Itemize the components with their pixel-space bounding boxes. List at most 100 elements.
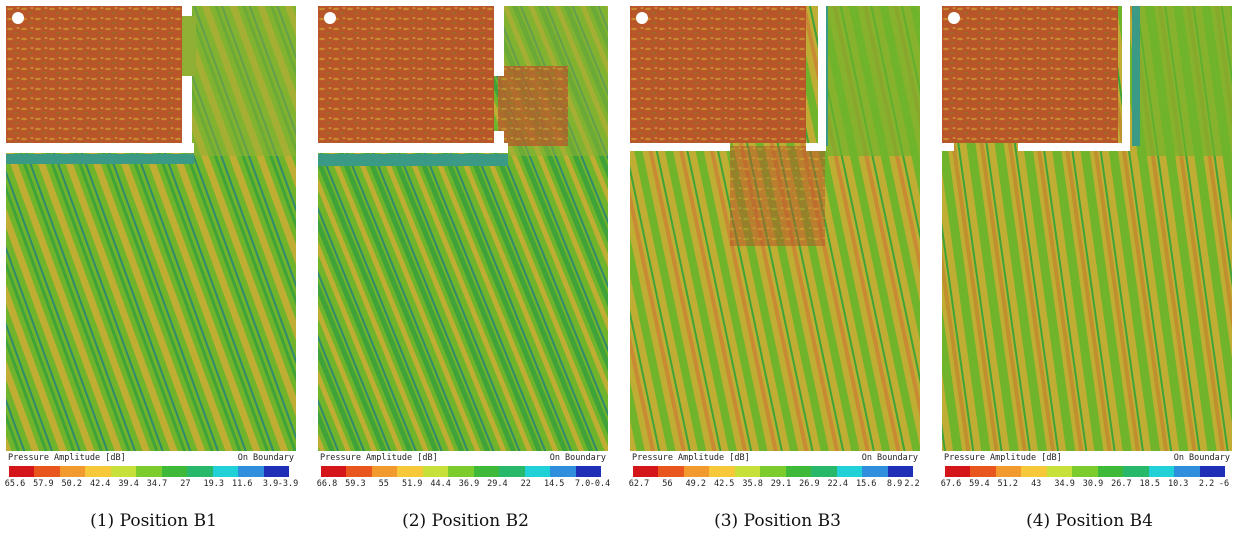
tick-label: 34.7	[146, 479, 168, 489]
scale-swatch	[212, 466, 239, 477]
tick-label: 65.6	[4, 479, 26, 489]
scale-swatch	[550, 466, 576, 477]
tick-label: -6	[1218, 479, 1230, 489]
scale-ticks: 62.7 56 49.2 42.5 35.8 29.1 26.9 22.4 15…	[628, 479, 920, 491]
tick-label: 22	[520, 479, 531, 489]
tick-label: 62.7	[628, 479, 650, 489]
scale-swatch	[887, 466, 913, 477]
color-scale-bar	[9, 466, 289, 477]
scale-swatch	[85, 466, 111, 477]
tick-label: 26.7	[1111, 479, 1132, 489]
legend-b1: Pressure Amplitude [dB] On Boundary 65.6…	[5, 453, 298, 489]
scale-swatch	[970, 466, 996, 477]
tick-label: 57.9	[33, 479, 54, 489]
scale-swatch	[658, 466, 684, 477]
legend-b3: Pressure Amplitude [dB] On Boundary 62.7…	[629, 453, 920, 489]
scale-swatch	[709, 466, 735, 477]
tick-label: 3.9	[262, 479, 279, 489]
tick-label: 29.1	[770, 479, 792, 489]
scale-swatch	[945, 466, 971, 477]
scale-swatch	[1123, 466, 1149, 477]
color-scale-bar	[945, 466, 1225, 477]
panel-b3: Pressure Amplitude [dB] On Boundary 62.7…	[629, 6, 925, 534]
tick-label: 27	[180, 479, 191, 489]
panel-caption: (3) Position B3	[714, 511, 841, 531]
tick-label: 15.6	[855, 479, 877, 489]
legend-boundary-label: On Boundary	[549, 453, 606, 463]
scale-swatch	[734, 466, 761, 477]
scale-swatch	[34, 466, 60, 477]
scale-swatch	[448, 466, 474, 477]
tick-label: 66.8	[316, 479, 338, 489]
tick-label: 39.4	[118, 479, 139, 489]
tick-label: 51.2	[997, 479, 1019, 489]
legend-b4: Pressure Amplitude [dB] On Boundary 67.6…	[941, 453, 1232, 489]
scale-swatch	[785, 466, 812, 477]
pressure-map-b1	[6, 6, 296, 451]
tick-label: 42.4	[89, 479, 111, 489]
tick-label: 7.0	[574, 479, 591, 489]
legend-b2: Pressure Amplitude [dB] On Boundary 66.8…	[317, 453, 610, 489]
tick-label: 18.5	[1139, 479, 1161, 489]
tick-label: 51.9	[401, 479, 423, 489]
panel-b2: Pressure Amplitude [dB] On Boundary 66.8…	[317, 6, 613, 534]
scale-swatch	[683, 466, 710, 477]
scale-swatch	[473, 466, 500, 477]
tick-label: 26.9	[799, 479, 820, 489]
legend-title: Pressure Amplitude [dB]	[944, 453, 1062, 463]
panel-b1: Pressure Amplitude [dB] On Boundary 65.6…	[5, 6, 301, 534]
tick-label: 43	[1031, 479, 1042, 489]
scale-swatch	[422, 466, 449, 477]
tick-label: 19.3	[203, 479, 225, 489]
tick-label: 35.8	[742, 479, 763, 489]
legend-title: Pressure Amplitude [dB]	[320, 453, 438, 463]
pressure-map-b4	[942, 6, 1232, 451]
tick-label: 11.6	[231, 479, 253, 489]
scale-swatch	[321, 466, 347, 477]
scale-swatch	[136, 466, 162, 477]
scale-swatch	[499, 466, 525, 477]
scale-swatch	[187, 466, 213, 477]
tick-label: 59.3	[345, 479, 366, 489]
scale-swatch	[346, 466, 372, 477]
tick-label: 50.2	[61, 479, 83, 489]
tick-label: 10.3	[1167, 479, 1189, 489]
scale-swatch	[1097, 466, 1124, 477]
tick-label: 29.4	[487, 479, 508, 489]
tick-label: 42.5	[713, 479, 735, 489]
scale-swatch	[371, 466, 398, 477]
legend-boundary-label: On Boundary	[861, 453, 918, 463]
tick-label: 67.6	[940, 479, 962, 489]
tick-label: 49.2	[685, 479, 707, 489]
tick-label: 55	[378, 479, 389, 489]
scale-swatch	[238, 466, 264, 477]
color-scale-bar	[321, 466, 601, 477]
tick-label: 30.9	[1082, 479, 1104, 489]
tick-label: 59.4	[969, 479, 990, 489]
panel-b4: Pressure Amplitude [dB] On Boundary 67.6…	[941, 6, 1237, 534]
scale-ticks: 66.8 59.3 55 51.9 44.4 36.9 29.4 22 14.5…	[316, 479, 610, 491]
pressure-map-b3	[630, 6, 920, 451]
scale-swatch	[524, 466, 551, 477]
tick-label: -3.9	[277, 479, 299, 489]
scale-ticks: 65.6 57.9 50.2 42.4 39.4 34.7 27 19.3 11…	[4, 479, 299, 491]
scale-swatch	[59, 466, 86, 477]
legend-boundary-label: On Boundary	[1173, 453, 1230, 463]
panel-caption: (2) Position B2	[402, 511, 529, 531]
tick-label: 36.9	[458, 479, 480, 489]
tick-label: 56	[662, 479, 673, 489]
panel-caption: (1) Position B1	[90, 511, 217, 531]
tick-label: 22.4	[827, 479, 849, 489]
scale-swatch	[263, 466, 289, 477]
tick-label: 2.2	[904, 479, 920, 489]
scale-swatch	[760, 466, 786, 477]
scale-swatch	[995, 466, 1022, 477]
scale-swatch	[862, 466, 888, 477]
scale-swatch	[811, 466, 837, 477]
tick-label: 14.5	[543, 479, 565, 489]
scale-swatch	[1199, 466, 1225, 477]
tick-label: 34.9	[1054, 479, 1075, 489]
pressure-map-b2	[318, 6, 608, 451]
scale-swatch	[161, 466, 188, 477]
scale-swatch	[1174, 466, 1200, 477]
